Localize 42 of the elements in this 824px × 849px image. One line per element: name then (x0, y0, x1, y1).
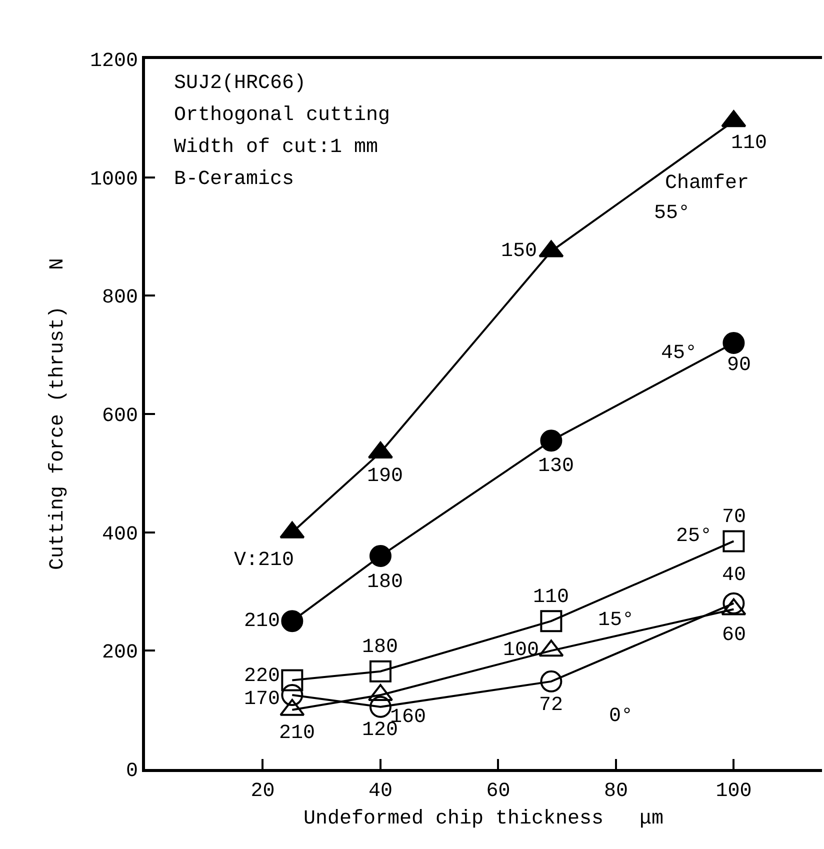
y-tick-label: 0 (126, 760, 138, 783)
annotation: B-Ceramics (174, 168, 294, 191)
annotation: V:210 (234, 549, 294, 572)
annotation: 60 (722, 624, 746, 647)
x-tick-label: 40 (368, 780, 392, 803)
x-axis-title: Undeformed chip thickness μm (303, 808, 664, 830)
series-label: 25° (676, 525, 712, 548)
series-label: 15° (598, 609, 634, 632)
text: 0° (609, 705, 634, 728)
annotation: 130 (538, 455, 574, 478)
annotation: 180 (367, 571, 404, 594)
annotation: 110 (731, 132, 768, 155)
annotation: 210 (244, 610, 280, 633)
annotation: 72 (539, 694, 564, 717)
annotation: Orthogonal cutting (174, 104, 390, 127)
series-label: 55° (654, 202, 690, 225)
annotation: 110 (533, 586, 570, 609)
annotation: 70 (722, 506, 746, 529)
annotation: 170 (244, 688, 280, 711)
annotation: 40 (722, 564, 746, 587)
y-tick-label: 800 (102, 286, 138, 310)
y-tick-label: 200 (102, 642, 138, 665)
x-tick-label: 80 (604, 780, 628, 803)
annotation: Width of cut:1 mm (174, 136, 378, 159)
annotation: Chamfer (665, 172, 750, 195)
y-tick-label: 1200 (90, 50, 138, 73)
annotation: 180 (362, 636, 398, 659)
annotation: 90 (727, 354, 752, 377)
y-tick-label: 400 (102, 523, 138, 546)
annotation: 100 (503, 639, 540, 662)
x-tick-label: 100 (716, 780, 752, 803)
annotation: 210 (279, 722, 316, 745)
y-axis-title: Cutting force (thrust) N (46, 258, 70, 570)
x-tick-label: 20 (250, 780, 275, 803)
x-tick-label: 60 (486, 780, 510, 803)
annotation: 150 (501, 240, 538, 263)
annotation: SUJ2(HRC66) (174, 72, 306, 95)
annotation: 220 (244, 665, 280, 688)
series-label: 45° (661, 342, 698, 365)
y-tick-label: 1000 (90, 168, 138, 192)
annotation: 190 (367, 465, 404, 488)
y-tick-label: 600 (102, 405, 138, 428)
